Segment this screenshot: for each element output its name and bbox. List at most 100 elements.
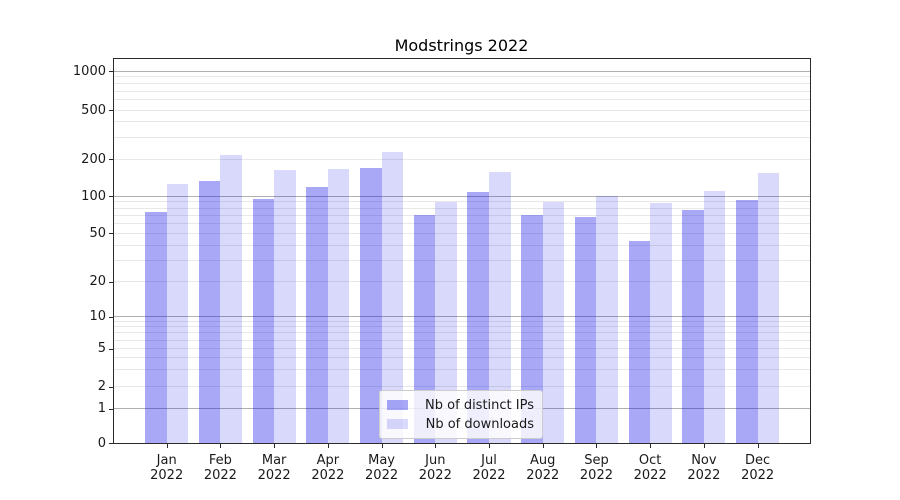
bar-ips-may xyxy=(359,167,382,443)
gridline-minor xyxy=(114,207,810,209)
gridline-minor xyxy=(114,232,810,234)
spine-left xyxy=(113,58,114,444)
y-tick-mark xyxy=(109,159,113,160)
spine-top xyxy=(113,58,811,59)
bar-downloads-jul xyxy=(489,171,511,443)
y-tick-mark xyxy=(109,348,113,350)
spine-right xyxy=(810,58,811,444)
y-tick-mark xyxy=(109,233,113,235)
bar-downloads-aug xyxy=(542,201,565,443)
bar-ips-sep xyxy=(574,216,597,443)
y-tick-label: 2 xyxy=(97,379,106,394)
gridline-minor xyxy=(114,109,810,111)
gridline-minor xyxy=(114,332,810,334)
gridline-minor xyxy=(114,386,810,387)
x-tick-label: Mar 2022 xyxy=(257,453,291,483)
bar-downloads-oct xyxy=(650,203,672,443)
bar-downloads-may xyxy=(381,152,404,443)
x-tick-mark xyxy=(703,444,705,448)
x-tick-mark xyxy=(381,444,383,448)
bar-ips-mar xyxy=(252,199,275,443)
bar-downloads-feb xyxy=(220,155,242,443)
gridline-minor xyxy=(114,83,810,85)
y-tick-label: 10 xyxy=(89,309,106,324)
y-tick-label: 200 xyxy=(81,151,106,167)
gridline-minor xyxy=(114,76,810,78)
gridline-minor xyxy=(114,244,810,246)
y-tick-mark xyxy=(109,408,113,410)
gridline-minor xyxy=(114,214,810,216)
gridline-minor xyxy=(114,281,810,282)
gridline-minor xyxy=(114,326,810,328)
x-tick-label: Jul 2022 xyxy=(472,453,506,483)
bar-ips-jan xyxy=(145,212,167,443)
x-tick-label: Apr 2022 xyxy=(311,453,345,483)
x-tick-mark xyxy=(435,444,437,448)
bar-ips-feb xyxy=(198,180,221,443)
gridline-minor xyxy=(114,136,810,138)
gridline-minor xyxy=(114,222,810,224)
y-tick-label: 500 xyxy=(81,102,106,118)
bar-downloads-dec xyxy=(757,172,780,443)
y-tick-mark xyxy=(109,110,113,111)
y-tick-label: 0 xyxy=(97,435,106,451)
x-tick-mark xyxy=(542,444,544,448)
x-tick-mark xyxy=(596,444,598,448)
legend-entry-downloads: Nb of downloads xyxy=(387,417,534,432)
legend-label-downloads: Nb of downloads xyxy=(425,416,534,432)
legend-label-distinct-ips: Nb of distinct IPs xyxy=(425,397,534,413)
gridline-minor xyxy=(114,121,810,123)
legend-swatch-distinct-ips xyxy=(387,400,408,410)
bar-downloads-jan xyxy=(166,184,189,443)
gridline-minor xyxy=(114,320,810,322)
y-tick-mark xyxy=(109,443,113,444)
y-tick-mark xyxy=(109,196,113,197)
x-tick-label: Jan 2022 xyxy=(150,453,184,483)
y-tick-label: 5 xyxy=(97,341,106,356)
x-tick-label: Nov 2022 xyxy=(687,453,721,483)
gridline-minor xyxy=(114,99,810,101)
bar-downloads-sep xyxy=(596,196,619,443)
y-tick-label: 1 xyxy=(97,401,106,416)
y-tick-mark xyxy=(109,281,113,283)
chart-legend: Nb of distinct IPs Nb of downloads xyxy=(379,390,543,439)
legend-swatch-downloads xyxy=(387,419,408,429)
gridline-minor xyxy=(114,158,810,160)
x-tick-mark xyxy=(489,444,491,448)
y-tick-mark xyxy=(109,386,113,388)
gridline-major xyxy=(114,316,810,317)
x-tick-mark xyxy=(220,444,222,448)
x-tick-mark xyxy=(757,444,759,448)
x-tick-mark xyxy=(166,444,168,448)
y-tick-mark xyxy=(109,71,113,72)
x-tick-label: Aug 2022 xyxy=(526,453,560,483)
bar-downloads-jun xyxy=(435,202,457,443)
x-tick-label: Oct 2022 xyxy=(633,453,667,483)
bar-ips-jun xyxy=(413,215,436,443)
gridline-minor xyxy=(114,201,810,203)
gridline-minor xyxy=(114,90,810,92)
bar-ips-nov xyxy=(682,210,704,443)
y-tick-label: 20 xyxy=(89,274,106,289)
gridline-minor xyxy=(114,369,810,371)
legend-entry-distinct-ips: Nb of distinct IPs xyxy=(387,398,534,413)
y-tick-label: 100 xyxy=(81,188,106,204)
bar-ips-jul xyxy=(467,192,489,443)
x-tick-label: Feb 2022 xyxy=(203,453,237,483)
x-tick-label: Sep 2022 xyxy=(579,453,613,483)
x-tick-mark xyxy=(327,444,329,448)
chart-title: Modstrings 2022 xyxy=(394,36,529,55)
x-tick-label: Jun 2022 xyxy=(418,453,452,483)
bar-downloads-apr xyxy=(327,169,350,443)
bar-ips-aug xyxy=(521,215,543,443)
gridline-major xyxy=(114,70,810,72)
bar-ips-dec xyxy=(736,200,758,443)
y-tick-label: 50 xyxy=(89,225,106,241)
spine-bottom xyxy=(113,443,811,444)
gridline-minor xyxy=(114,357,810,359)
gridline-minor xyxy=(114,259,810,261)
x-tick-label: Dec 2022 xyxy=(741,453,775,483)
bar-downloads-mar xyxy=(274,169,296,443)
bar-downloads-nov xyxy=(703,190,726,443)
